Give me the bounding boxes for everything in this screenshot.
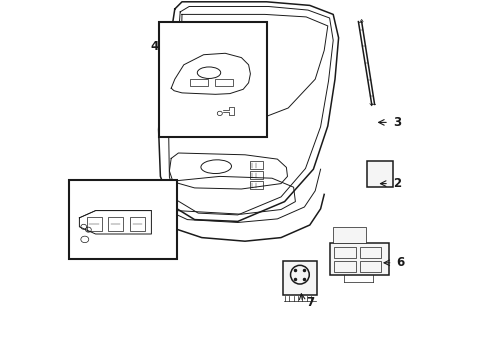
Bar [330,243,389,275]
Text: 1: 1 [213,73,221,86]
Bar [130,217,145,231]
Bar [333,227,366,243]
Bar [360,261,381,272]
Text: 3: 3 [393,116,401,129]
Bar [250,171,263,179]
Text: 4: 4 [150,40,158,53]
Bar [250,181,263,189]
Bar [190,79,208,86]
Text: 2: 2 [393,177,401,190]
Text: 8: 8 [82,199,90,212]
Bar [283,261,317,295]
Bar [334,247,356,258]
Bar [216,79,233,86]
Bar [87,217,102,231]
Bar [69,180,176,259]
Bar [368,161,393,187]
Bar [159,22,267,137]
Text: 5: 5 [252,85,261,98]
Text: 6: 6 [396,256,405,269]
Bar [108,217,123,231]
Bar [360,247,381,258]
Bar [334,261,356,272]
Text: 7: 7 [306,296,315,309]
Ellipse shape [291,265,309,284]
Bar [250,161,263,169]
